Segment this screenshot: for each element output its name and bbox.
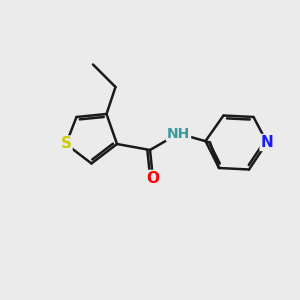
- Text: S: S: [61, 136, 71, 152]
- Text: NH: NH: [167, 127, 190, 140]
- Text: N: N: [261, 135, 273, 150]
- Text: O: O: [146, 171, 160, 186]
